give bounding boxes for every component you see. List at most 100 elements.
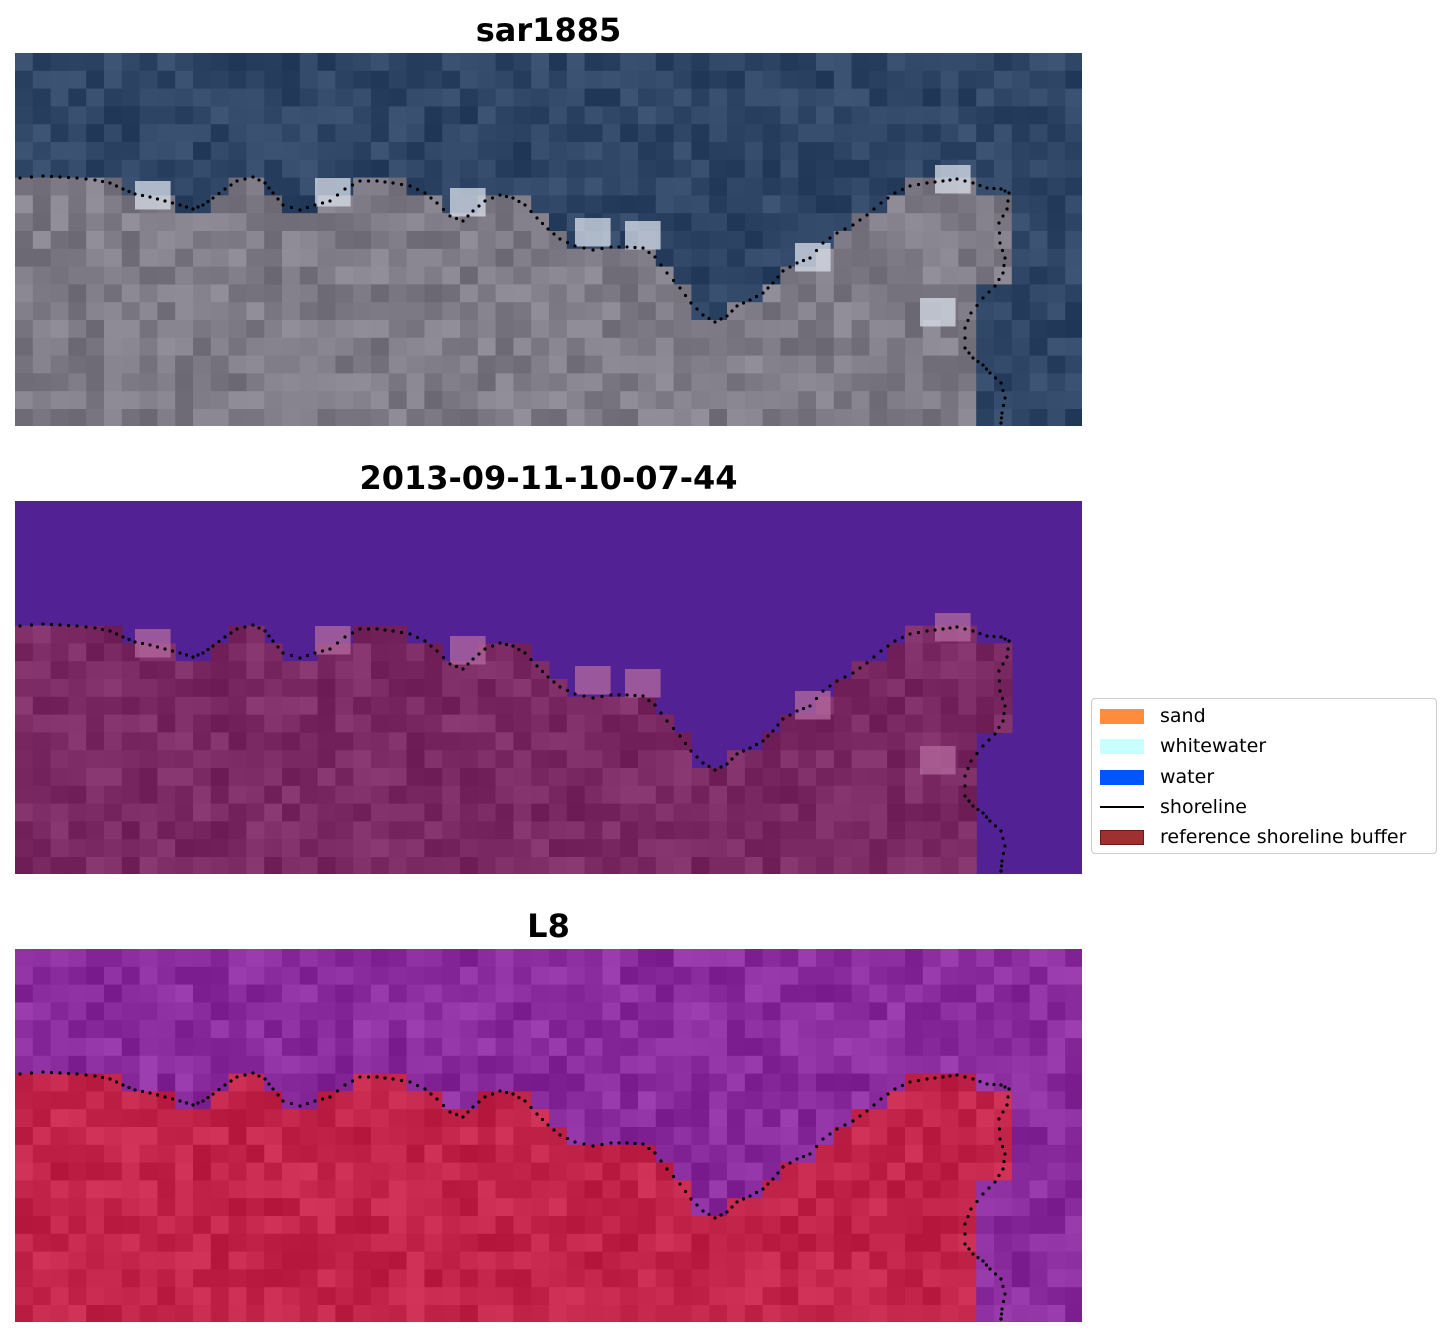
land-pixel <box>317 1091 336 1110</box>
water-pixel <box>1029 213 1048 232</box>
land-pixel <box>709 1233 728 1253</box>
land-pixel <box>193 1216 212 1235</box>
water-pixel <box>15 53 34 72</box>
water-pixel <box>566 142 586 161</box>
shoreline-dot <box>271 191 275 195</box>
land-pixel <box>638 337 657 357</box>
water-pixel <box>780 1002 799 1021</box>
shoreline-dot <box>257 1074 261 1078</box>
land-pixel <box>958 768 977 787</box>
water-pixel <box>1065 984 1082 1003</box>
water-pixel <box>424 1002 443 1021</box>
shoreline-dot <box>948 1074 952 1078</box>
shoreline-dot <box>1003 1085 1007 1089</box>
shoreline-dot <box>933 628 937 632</box>
surf-patch <box>575 218 611 247</box>
water-pixel <box>175 88 194 107</box>
water-pixel <box>798 142 817 161</box>
water-pixel <box>905 106 924 125</box>
land-pixel <box>477 266 497 285</box>
water-pixel <box>15 1002 34 1021</box>
shoreline-dot <box>766 286 770 290</box>
water-pixel <box>442 949 461 968</box>
water-pixel <box>353 1055 372 1075</box>
land-pixel <box>442 679 461 698</box>
land-pixel <box>388 302 408 321</box>
land-pixel <box>655 1198 675 1217</box>
water-pixel <box>922 1020 942 1039</box>
land-pixel <box>210 857 230 874</box>
land-pixel <box>940 857 959 874</box>
land-pixel <box>264 839 283 858</box>
water-pixel <box>460 88 479 107</box>
water-pixel <box>68 1038 87 1057</box>
land-pixel <box>958 284 977 303</box>
water-pixel <box>246 1020 265 1039</box>
shoreline-dot <box>1005 655 1009 659</box>
land-pixel <box>424 679 443 698</box>
water-pixel <box>1047 195 1066 214</box>
land-pixel <box>744 391 764 410</box>
land-pixel <box>887 768 906 787</box>
land-pixel <box>798 373 817 392</box>
land-pixel <box>477 768 497 787</box>
land-pixel <box>887 803 906 822</box>
land-pixel <box>798 1180 817 1199</box>
land-pixel <box>905 391 924 410</box>
water-pixel <box>638 1127 657 1146</box>
land-pixel <box>887 1233 906 1253</box>
shoreline-dot <box>170 1097 175 1101</box>
land-pixel <box>602 1287 621 1306</box>
land-pixel <box>994 266 1013 285</box>
land-pixel <box>442 768 461 787</box>
water-pixel <box>264 1073 283 1092</box>
water-pixel <box>175 106 194 125</box>
land-pixel <box>620 714 639 733</box>
land-pixel <box>121 373 141 392</box>
land-pixel <box>406 1180 425 1199</box>
land-pixel <box>673 1233 692 1253</box>
land-pixel <box>620 1216 639 1235</box>
water-pixel <box>762 248 781 268</box>
water-pixel <box>424 949 443 968</box>
water-pixel <box>317 106 336 125</box>
land-pixel <box>86 1216 105 1235</box>
water-pixel <box>638 106 657 125</box>
water-pixel <box>780 53 799 72</box>
water-pixel <box>549 70 568 90</box>
land-pixel <box>353 750 372 769</box>
land-pixel <box>264 355 283 374</box>
water-pixel <box>1029 1233 1048 1253</box>
land-pixel <box>958 714 977 733</box>
shoreline-dot <box>517 1095 521 1100</box>
water-pixel <box>691 1180 710 1199</box>
land-pixel <box>442 821 461 840</box>
land-pixel <box>549 302 568 321</box>
land-pixel <box>744 1251 764 1270</box>
land-pixel <box>299 1180 319 1199</box>
water-pixel <box>139 949 158 968</box>
land-pixel <box>851 1269 870 1288</box>
water-pixel <box>762 1020 781 1039</box>
land-pixel <box>353 1251 372 1270</box>
land-pixel <box>922 1233 942 1253</box>
land-pixel <box>869 785 888 805</box>
water-pixel <box>210 177 230 196</box>
land-pixel <box>851 679 870 698</box>
land-pixel <box>406 857 425 874</box>
water-pixel <box>691 88 710 107</box>
water-pixel <box>620 1038 639 1057</box>
land-pixel <box>264 1144 283 1164</box>
land-pixel <box>68 1109 87 1128</box>
water-pixel <box>228 53 247 72</box>
land-pixel <box>442 248 461 268</box>
land-pixel <box>744 320 764 339</box>
water-pixel <box>709 1020 728 1039</box>
water-pixel <box>994 1020 1013 1039</box>
water-pixel <box>549 159 568 179</box>
land-pixel <box>851 768 870 787</box>
water-pixel <box>976 949 995 968</box>
land-pixel <box>299 1287 319 1306</box>
surf-patch <box>795 691 831 720</box>
land-pixel <box>602 821 621 840</box>
